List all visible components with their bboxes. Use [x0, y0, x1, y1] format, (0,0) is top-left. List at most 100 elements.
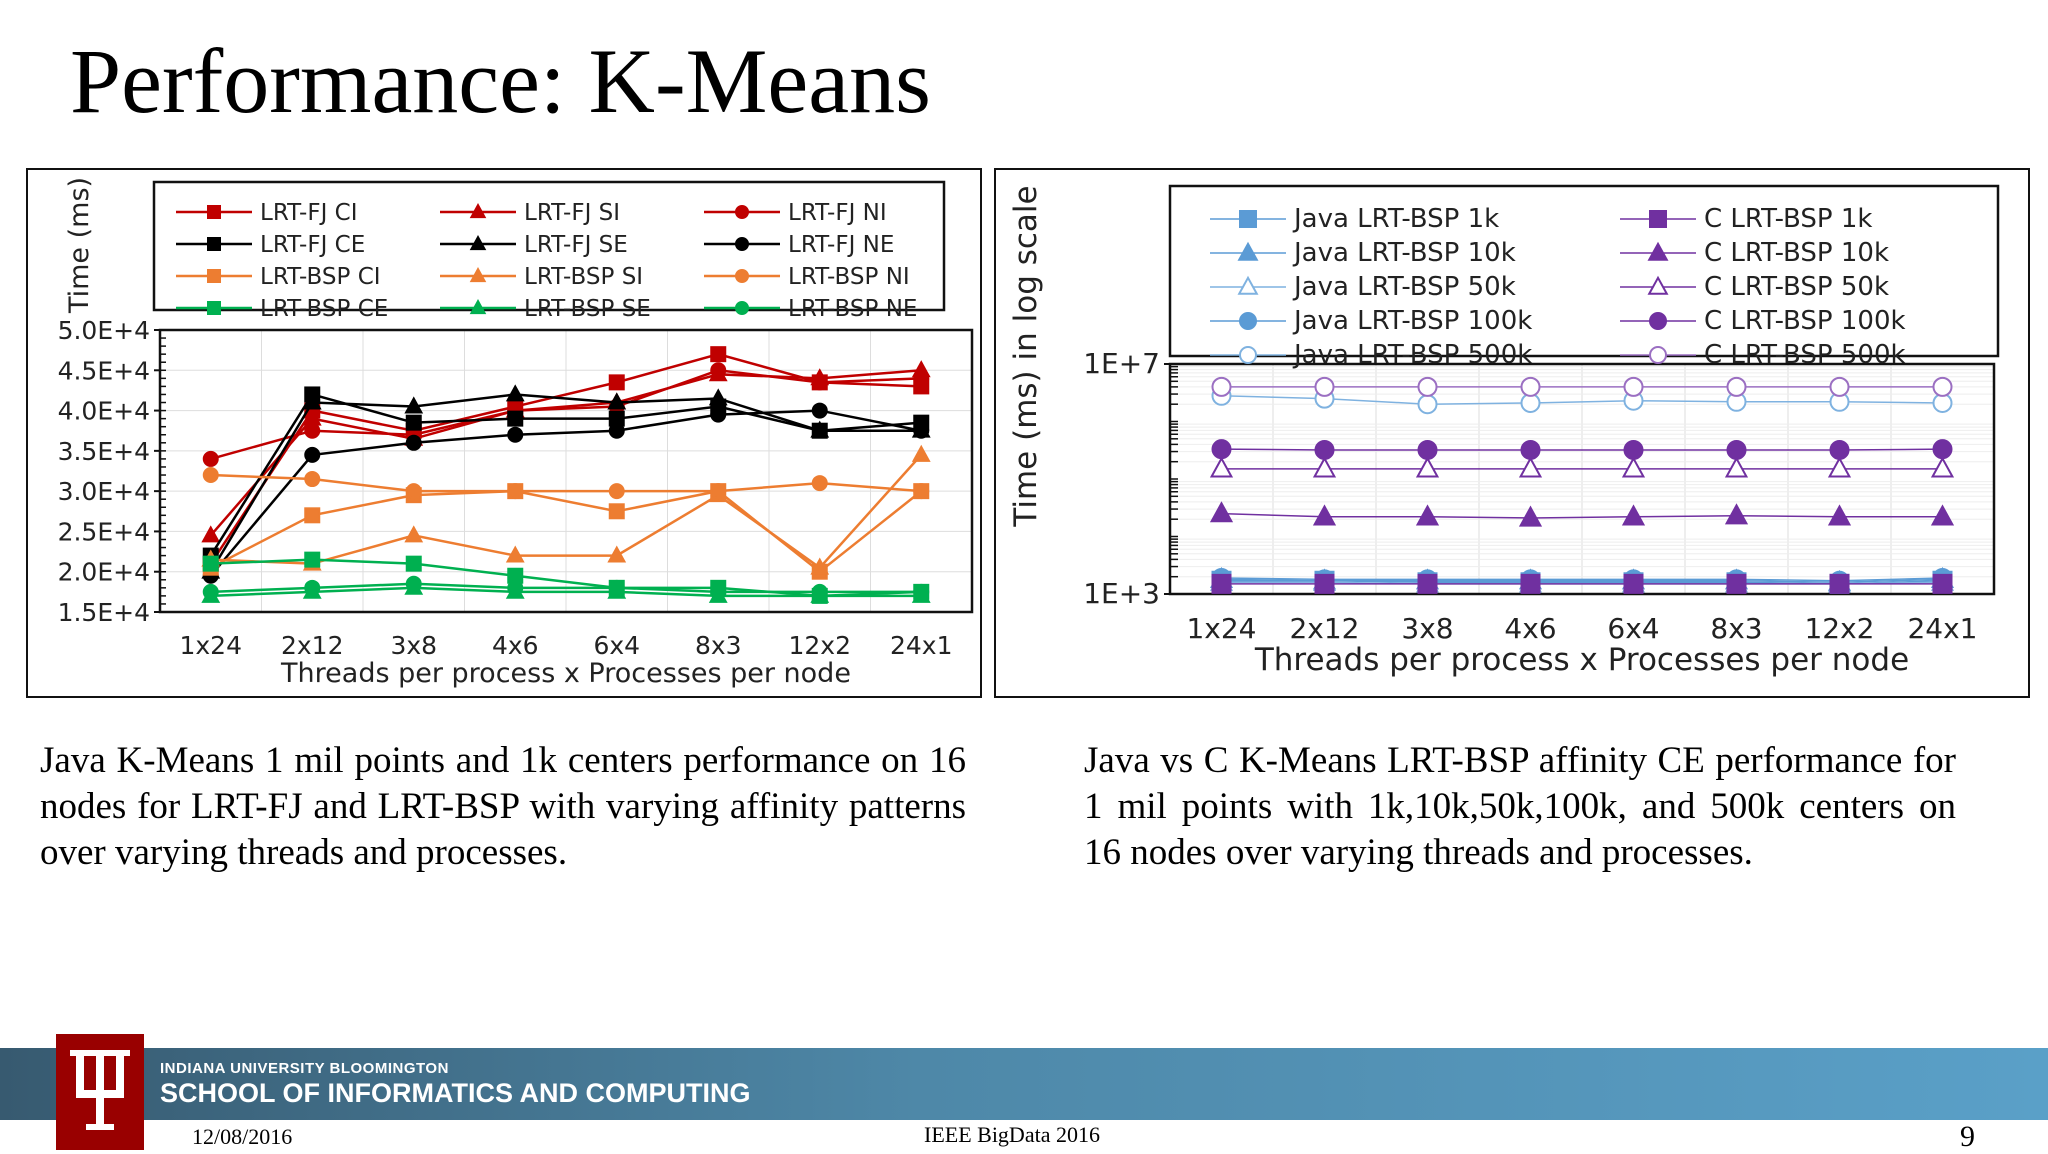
data-point	[1211, 573, 1232, 594]
data-point	[811, 475, 828, 492]
data-point	[1520, 573, 1541, 594]
data-point	[913, 483, 930, 500]
legend-swatch-marker	[207, 205, 221, 219]
legend-item: C LRT-BSP 50k	[1620, 272, 1889, 302]
kmeans-affinity-chart-svg: 1.5E+4 2.0E+4 2.5E+4 3.0E+4 3.5E+4 4.0E+4 4.5E…	[58, 177, 974, 689]
data-point	[708, 388, 728, 406]
x-axis-title: Threads per process x Processes per node	[280, 658, 851, 689]
footer-strip	[0, 1120, 2048, 1152]
y-tick-label: 4.0E+4	[58, 397, 150, 426]
legend-item: C LRT-BSP 1k	[1620, 204, 1872, 234]
data-point	[304, 579, 321, 596]
legend-label: Java LRT-BSP 10k	[1292, 238, 1516, 268]
legend-item: LRT-FJ CE	[176, 232, 365, 258]
data-point	[404, 396, 424, 414]
legend-swatch-marker	[1647, 241, 1669, 261]
series-line	[210, 558, 922, 598]
data-point	[507, 426, 524, 443]
plot-area-frame	[158, 328, 974, 614]
legend-label: LRT-BSP SE	[524, 296, 651, 322]
legend-item: C LRT-BSP 10k	[1620, 238, 1889, 268]
data-point	[608, 374, 625, 391]
legend-swatch-marker	[735, 237, 749, 251]
data-point	[1829, 439, 1850, 460]
series-9	[1211, 376, 1953, 397]
data-point	[811, 583, 828, 600]
y-tick-label: 4.5E+4	[58, 356, 150, 385]
data-point	[304, 471, 321, 488]
data-point	[1930, 456, 1955, 478]
legend-item: C LRT-BSP 500k	[1620, 340, 1906, 370]
legend-swatch-marker	[469, 299, 487, 315]
legend-label: LRT-FJ NI	[788, 200, 887, 226]
trident-icon	[70, 1050, 130, 1130]
legend-label: Java LRT-BSP 50k	[1292, 272, 1516, 302]
data-point	[1312, 504, 1337, 526]
school-name: SCHOOL OF INFORMATICS AND COMPUTING	[160, 1078, 751, 1108]
kmeans-affinity-chart: 1.5E+4 2.0E+4 2.5E+4 3.0E+4 3.5E+4 4.0E+4 4.5E…	[26, 168, 982, 698]
legend-label: LRT-BSP NE	[788, 296, 917, 322]
data-point	[811, 402, 828, 419]
data-point	[1211, 439, 1232, 460]
data-point	[1417, 376, 1438, 397]
series-line	[1221, 512, 1943, 519]
footer-date: 12/08/2016	[192, 1124, 293, 1149]
university-name: INDIANA UNIVERSITY BLOOMINGTON	[160, 1060, 449, 1077]
legend-swatch-marker	[1239, 312, 1257, 330]
legend-label: C LRT-BSP 500k	[1704, 340, 1906, 370]
data-point	[608, 503, 625, 520]
data-point	[607, 392, 627, 410]
legend-label: Java LRT-BSP 1k	[1292, 204, 1499, 234]
data-point	[608, 579, 625, 596]
series-line	[210, 489, 923, 574]
data-point	[304, 551, 321, 568]
caption-left: Java K-Means 1 mil points and 1k centers…	[40, 740, 966, 873]
legend-swatch-marker	[735, 301, 749, 315]
data-point	[505, 545, 525, 563]
data-point	[1518, 505, 1543, 527]
java-vs-c-chart-svg: 1E+3 1E+7 1x24 2x12 3x8 4x6 6x4 8x3 12x2 24x1Thre…	[1008, 184, 2000, 678]
legend-item: LRT-FJ SI	[440, 200, 620, 226]
series-line	[210, 454, 923, 570]
data-point	[405, 434, 422, 451]
data-point	[202, 467, 219, 484]
legend-swatch-marker	[207, 237, 221, 251]
legend-swatch-marker	[207, 301, 221, 315]
x-tick-label: 12x2	[1804, 612, 1874, 645]
data-point	[1520, 439, 1541, 460]
page-number: 9	[1960, 1120, 1975, 1153]
data-point	[405, 483, 422, 500]
data-point	[911, 444, 931, 462]
data-point	[404, 525, 424, 543]
legend-label: LRT-FJ CE	[260, 232, 365, 258]
data-point	[1827, 456, 1852, 478]
legend-swatch-marker	[207, 269, 221, 283]
legend-item: LRT-BSP NE	[704, 296, 917, 322]
legend-swatch-marker	[1237, 275, 1259, 295]
series-line	[210, 473, 922, 493]
data-point	[507, 579, 524, 596]
data-point	[202, 555, 219, 572]
data-point	[1518, 456, 1543, 478]
legend-label: LRT-FJ NE	[788, 232, 894, 258]
data-point	[202, 450, 219, 467]
x-tick-label: 4x6	[492, 631, 539, 660]
series-5	[202, 402, 930, 584]
data-point	[1621, 456, 1646, 478]
legend-label: C LRT-BSP 100k	[1704, 306, 1906, 336]
data-point	[1724, 456, 1749, 478]
data-point	[710, 346, 727, 363]
x-tick-label: 3x8	[1401, 612, 1453, 645]
iu-logo	[56, 1034, 144, 1150]
data-point	[405, 555, 422, 572]
series-line	[210, 582, 922, 594]
legend-item: LRT-BSP CE	[176, 296, 388, 322]
data-point	[1621, 504, 1646, 526]
data-point	[201, 525, 221, 543]
data-point	[811, 374, 828, 391]
legend-label: C LRT-BSP 50k	[1704, 272, 1889, 302]
series-line	[209, 409, 922, 577]
legend-label: C LRT-BSP 10k	[1704, 238, 1889, 268]
x-tick-label: 8x3	[695, 631, 742, 660]
legend-label: LRT-BSP CE	[260, 296, 388, 322]
